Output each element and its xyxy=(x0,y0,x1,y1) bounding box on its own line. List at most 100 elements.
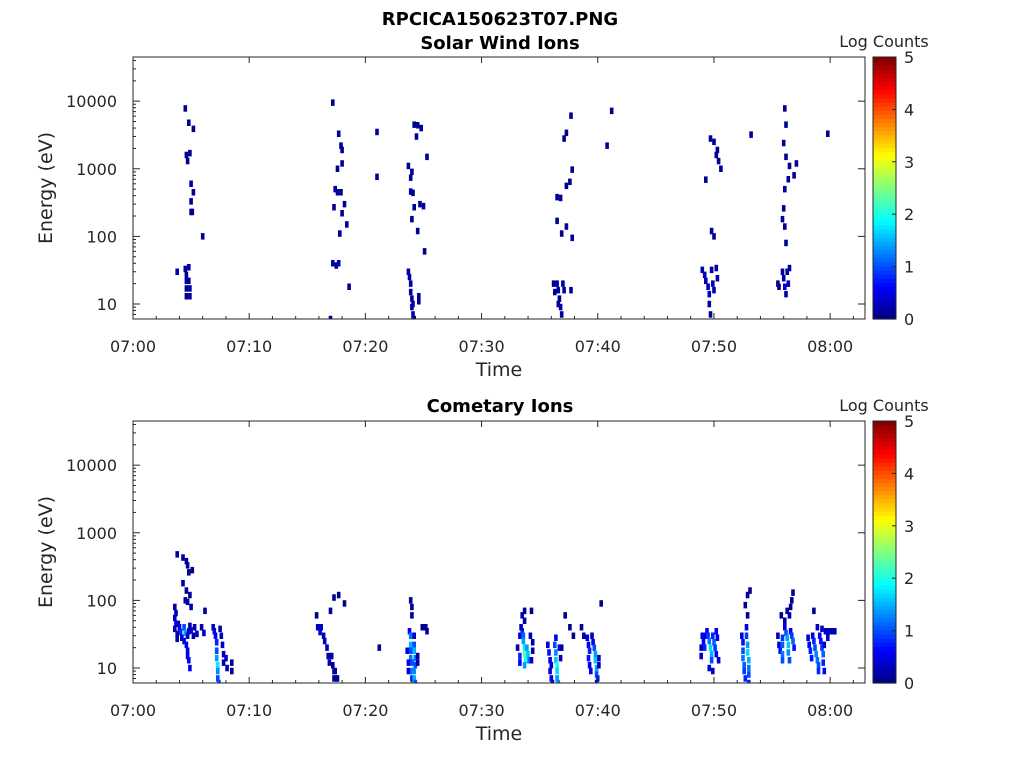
heatmap-cell xyxy=(558,194,563,202)
colorbar-segment xyxy=(873,474,896,479)
heatmap-cell xyxy=(175,635,179,643)
heatmap-cell xyxy=(591,639,595,646)
heatmap-cell xyxy=(594,671,599,678)
colorbar-tick-label: 4 xyxy=(904,100,914,119)
colorbar-segment xyxy=(873,637,896,643)
colorbar-segment xyxy=(873,445,896,451)
heatmap-cell xyxy=(522,617,527,624)
x-tick-label: 07:50 xyxy=(691,337,737,356)
heatmap-cell xyxy=(408,641,413,649)
heatmap-cell xyxy=(336,260,341,267)
colorbar-segment xyxy=(873,224,896,230)
heatmap-cell xyxy=(571,632,576,639)
colorbar-segment xyxy=(873,126,896,132)
heatmap-cell xyxy=(318,628,322,636)
heatmap-cell xyxy=(559,644,564,651)
heatmap-cell xyxy=(412,641,416,649)
heatmap-cell xyxy=(748,587,752,594)
heatmap-cell xyxy=(331,99,335,106)
heatmap-cell xyxy=(553,641,557,649)
heatmap-cell xyxy=(408,632,413,639)
heatmap-cell xyxy=(817,632,822,639)
heatmap-cell xyxy=(546,641,550,649)
heatmap-cell xyxy=(699,652,703,660)
colorbar-segment xyxy=(873,584,896,590)
heatmap-cell xyxy=(335,675,340,682)
heatmap-cell xyxy=(408,654,413,662)
heatmap-cell xyxy=(711,667,715,675)
heatmap-cell xyxy=(419,124,423,132)
heatmap-cell xyxy=(587,647,592,654)
heatmap-cell xyxy=(713,644,717,651)
heatmap-cell xyxy=(806,634,810,641)
heatmap-cell xyxy=(712,138,716,146)
heatmap-cell xyxy=(185,647,190,654)
heatmap-cell xyxy=(599,600,603,607)
heatmap-cell xyxy=(189,603,193,611)
heatmap-cell xyxy=(522,607,527,615)
heatmap-cell xyxy=(554,657,558,664)
heatmap-cell xyxy=(568,624,572,631)
heatmap-cell xyxy=(781,139,786,147)
heatmap-cell xyxy=(187,569,191,576)
heatmap-cell xyxy=(776,632,780,639)
colorbar-segment xyxy=(873,200,896,205)
heatmap-cell xyxy=(407,628,412,635)
heatmap-cell xyxy=(184,641,189,649)
colorbar-segment xyxy=(873,531,896,537)
heatmap-cell xyxy=(702,271,707,279)
heatmap-cell xyxy=(787,162,792,170)
heatmap-cell xyxy=(521,637,526,645)
heatmap-cell xyxy=(780,634,785,641)
heatmap-cell xyxy=(786,649,791,656)
colorbar-tick-label: 3 xyxy=(904,153,914,172)
heatmap-cell xyxy=(707,300,712,308)
heatmap-cell xyxy=(549,675,554,682)
heatmap-cell xyxy=(184,271,189,279)
heatmap-cell xyxy=(530,639,535,646)
heatmap-cell xyxy=(592,644,597,651)
heatmap-cell xyxy=(826,628,830,635)
heatmap-cell xyxy=(556,679,561,684)
colorbar-segment xyxy=(873,298,896,304)
heatmap-cell xyxy=(597,654,601,662)
heatmap-cell xyxy=(747,664,751,672)
heatmap-cell xyxy=(778,647,782,654)
heatmap-cell xyxy=(216,662,220,669)
heatmap-cell xyxy=(230,667,234,675)
heatmap-cell xyxy=(812,607,816,615)
heatmap-cell xyxy=(406,268,411,275)
heatmap-cell xyxy=(609,107,614,115)
colorbar-segment xyxy=(873,617,896,623)
heatmap-cell xyxy=(335,165,340,172)
heatmap-cell xyxy=(174,620,178,628)
colorbar-segment xyxy=(873,457,896,463)
heatmap-cell xyxy=(410,667,414,675)
colorbar-segment xyxy=(873,155,896,160)
heatmap-cell xyxy=(340,160,344,167)
heatmap-cell xyxy=(189,627,193,634)
heatmap-cell xyxy=(814,650,818,658)
heatmap-cell xyxy=(556,286,561,294)
y-tick-label: 100 xyxy=(86,591,117,610)
colorbar-segment xyxy=(873,433,896,438)
heatmap-cell xyxy=(785,607,789,615)
heatmap-cell xyxy=(712,286,716,294)
heatmap-cell xyxy=(410,168,414,176)
heatmap-cell xyxy=(740,632,744,639)
heatmap-cell xyxy=(699,644,703,651)
heatmap-cell xyxy=(605,142,609,149)
heatmap-cell xyxy=(715,275,720,282)
colorbar: 0 1 2 3 4 5 xyxy=(872,48,914,329)
heatmap-cell xyxy=(321,632,326,639)
heatmap-cell xyxy=(332,204,336,211)
colorbar-segment xyxy=(873,535,896,541)
heatmap-cell xyxy=(707,664,712,672)
heatmap-cell xyxy=(783,185,787,193)
heatmap-cell xyxy=(787,264,792,272)
colorbar-segment xyxy=(873,183,896,189)
heatmap-cell xyxy=(812,637,816,645)
colorbar-tick-label: 1 xyxy=(904,258,914,277)
colorbar-label: Log Counts xyxy=(839,32,929,51)
